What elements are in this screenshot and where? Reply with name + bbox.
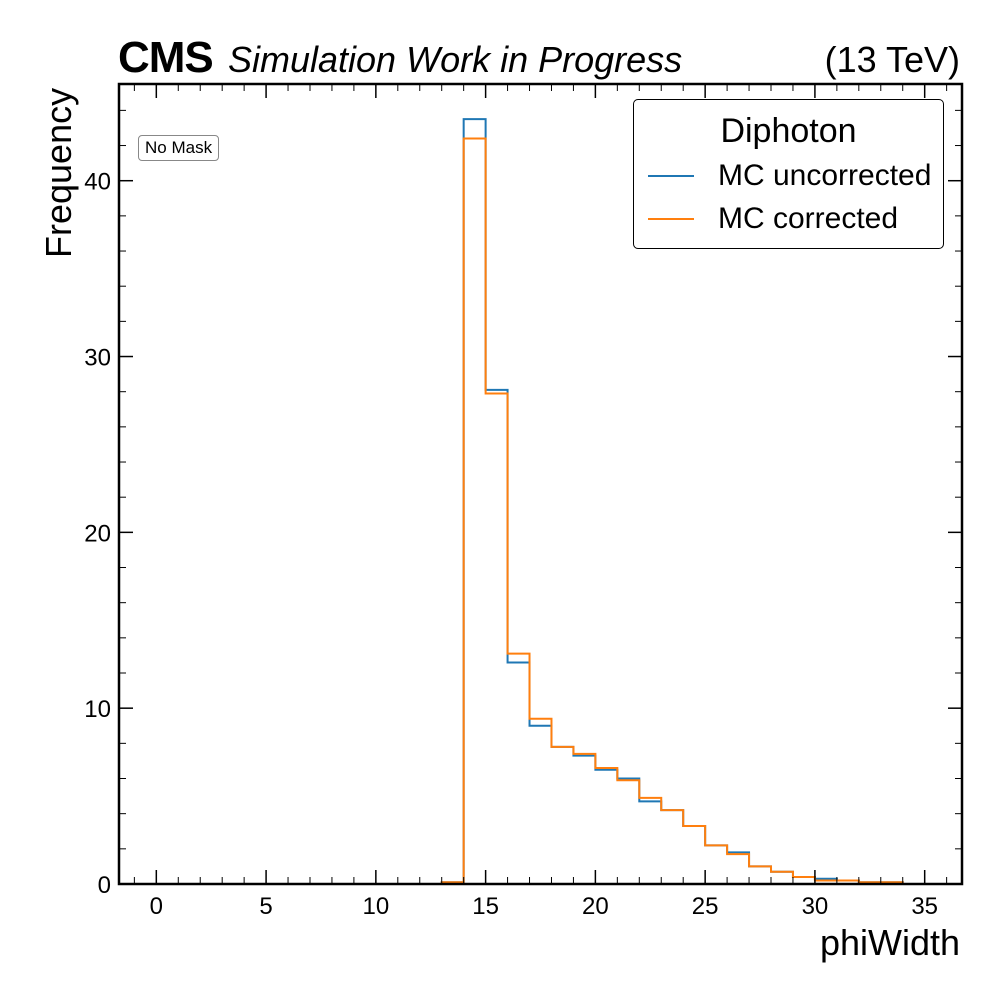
- x-tick-label: 10: [363, 893, 390, 920]
- x-axis-label: phiWidth: [819, 922, 960, 963]
- legend-label: MC corrected: [718, 202, 899, 235]
- x-tick-label: 0: [150, 893, 163, 920]
- legend: Diphoton MC uncorrected MC corrected: [633, 99, 944, 249]
- status-label: Simulation Work in Progress: [228, 39, 683, 80]
- legend-swatch: [648, 175, 694, 177]
- y-tick-label: 20: [84, 520, 111, 547]
- y-tick-label: 0: [98, 872, 111, 899]
- series-line-corrected: [156, 137, 947, 885]
- experiment-label: CMS: [118, 33, 214, 82]
- plot-frame: [117, 82, 964, 886]
- y-axis-label: Frequency: [38, 87, 79, 258]
- legend-entry-corrected: MC corrected: [648, 201, 898, 237]
- y-tick-label: 30: [84, 345, 111, 372]
- mask-annotation: No Mask: [138, 135, 220, 161]
- legend-swatch: [648, 218, 694, 220]
- x-tick-label: 15: [472, 893, 499, 920]
- x-tick-label: 35: [911, 893, 938, 920]
- y-tick-label: 10: [84, 696, 111, 723]
- x-tick-label: 5: [259, 893, 272, 920]
- y-tick-label: 40: [84, 169, 111, 196]
- energy-label: (13 TeV): [824, 39, 960, 80]
- legend-label: MC uncorrected: [718, 159, 932, 192]
- x-tick-label: 30: [802, 893, 829, 920]
- legend-title: Diphoton: [720, 112, 857, 150]
- x-tick-label: 20: [582, 893, 609, 920]
- x-tick-label: 25: [692, 893, 719, 920]
- legend-entry-uncorrected: MC uncorrected: [648, 158, 931, 194]
